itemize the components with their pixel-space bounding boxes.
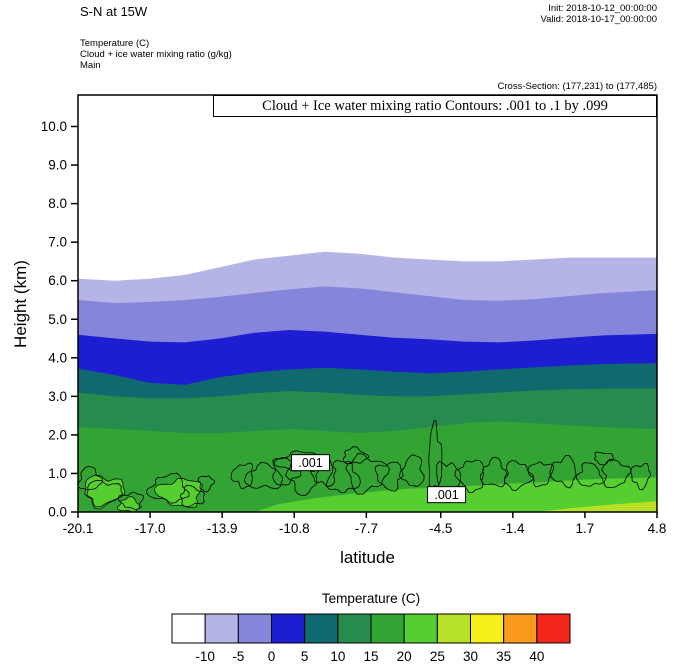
cloud-contour <box>504 459 534 492</box>
colorbar-cell <box>370 613 405 644</box>
cloud-contour <box>145 472 190 504</box>
colorbar-tick-label: 10 <box>330 649 345 664</box>
colorbar-cell <box>337 613 372 644</box>
y-tick-label: 7.0 <box>48 235 67 250</box>
x-tick-label: 4.8 <box>648 521 667 536</box>
colorbar-cell <box>470 613 505 644</box>
cloud-contour <box>594 451 615 466</box>
y-tick-label: 1.0 <box>48 466 67 481</box>
colorbar-tick-label: 0 <box>268 649 276 664</box>
cloud-contour <box>345 453 390 495</box>
colorbar-cell <box>503 613 538 644</box>
y-tick-label: 2.0 <box>48 427 67 442</box>
colorbar-tick-label: 15 <box>363 649 378 664</box>
colorbar-tick-label: 35 <box>496 649 511 664</box>
field-label-cloud: Cloud + ice water mixing ratio (g/kg) <box>80 49 232 60</box>
colorbar-title: Temperature (C) <box>321 591 421 606</box>
cloud-contour <box>549 454 577 489</box>
surface-warm-patch-4 <box>533 501 657 512</box>
cloud-contour <box>527 461 555 488</box>
x-axis-label: latitude <box>340 548 395 567</box>
x-tick-label: -10.8 <box>279 521 310 536</box>
cloud-contour <box>272 457 302 486</box>
colorbar-cell <box>403 613 438 644</box>
y-axis-label: Height (km) <box>11 260 30 348</box>
cloud-contour <box>374 461 404 492</box>
cloud-contour <box>576 462 604 487</box>
x-tick-label: -1.4 <box>501 521 525 536</box>
y-tick-label: 6.0 <box>48 273 67 288</box>
cloud-contour <box>481 456 508 488</box>
x-tick-label: -4.5 <box>429 521 452 536</box>
x-tick-label: 1.7 <box>576 521 595 536</box>
cloud-contour <box>601 458 632 488</box>
y-tick-label: 8.0 <box>48 196 67 211</box>
init-time: Init: 2018-10-12_00:00:00 <box>548 3 657 14</box>
x-tick-label: -13.9 <box>207 521 238 536</box>
cloud-contour <box>86 479 123 508</box>
cloud-contour <box>398 454 425 487</box>
colorbar-tick-label: -5 <box>232 649 244 664</box>
cloud-contour <box>454 459 485 494</box>
x-tick-label: -17.0 <box>135 521 166 536</box>
field-label-temperature: Temperature (C) <box>80 38 150 49</box>
contour-label-box <box>291 454 331 472</box>
colorbar-tick-label: 30 <box>463 649 478 664</box>
colorbar-tick-label: 40 <box>529 649 544 664</box>
cloud-contour <box>179 484 206 508</box>
cloud-contour <box>230 462 254 490</box>
contour-label-text: .001 <box>434 488 458 502</box>
colorbar-tick-label: 20 <box>397 649 412 664</box>
cloud-contour <box>342 446 370 465</box>
plot-area: .001 .001 <box>78 95 657 512</box>
colorbar-tick-label: -10 <box>195 649 215 664</box>
y-tick-label: 4.0 <box>48 350 67 365</box>
cross-section-coords: Cross-Section: (177,231) to (177,485) <box>497 81 657 92</box>
cloud-contour <box>243 461 283 490</box>
x-tick-label: -7.7 <box>355 521 378 536</box>
colorbar-tick-label: 25 <box>430 649 445 664</box>
contour-info-box: Cloud + Ice water mixing ratio Contours:… <box>213 95 657 117</box>
cloud-contour <box>78 465 104 491</box>
colorbar-cell <box>436 613 472 644</box>
colorbar-cell <box>204 613 239 644</box>
y-tick-label: 10.0 <box>41 119 67 134</box>
colorbar-cell <box>171 613 206 644</box>
colorbar-cell <box>271 613 306 644</box>
x-tick-label: -20.1 <box>63 521 94 536</box>
contour-label-text: .001 <box>298 456 322 470</box>
y-tick-label: 0.0 <box>48 505 67 520</box>
colorbar-cell <box>237 613 272 644</box>
colorbar-cell <box>304 613 339 644</box>
field-label-main: Main <box>80 60 101 71</box>
y-tick-label: 3.0 <box>48 389 67 404</box>
page-title: S-N at 15W <box>80 4 148 19</box>
colorbar-cell <box>536 613 571 644</box>
y-tick-label: 9.0 <box>48 158 67 173</box>
cloud-contour <box>117 491 145 511</box>
cloud-contour <box>197 475 215 493</box>
y-tick-label: 5.0 <box>48 312 67 327</box>
colorbar-tick-label: 5 <box>301 649 309 664</box>
contour-label-box <box>427 486 467 504</box>
cloud-contour <box>630 462 651 491</box>
valid-time: Valid: 2018-10-17_00:00:00 <box>540 14 657 25</box>
cloud-contour <box>310 459 337 487</box>
